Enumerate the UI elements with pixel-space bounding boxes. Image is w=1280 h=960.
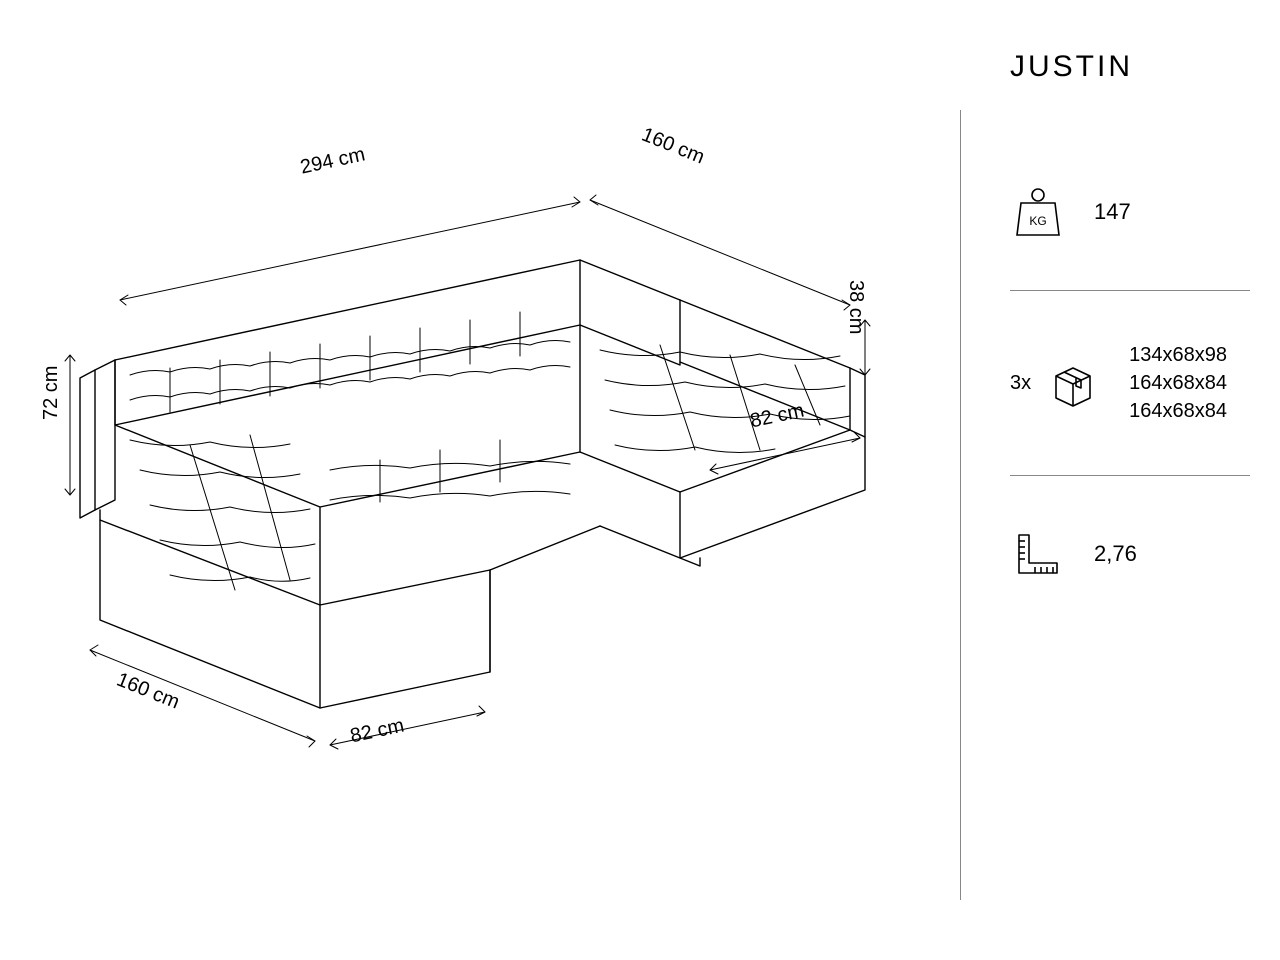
diagram-area: 72 cm 294 cm 160 cm 38 cm 82 cm 160 cm 8…	[0, 0, 960, 960]
dim-height-back: 72 cm	[40, 366, 63, 420]
weight-icon: KG	[1010, 184, 1066, 240]
spec-volume: 2,76	[1010, 516, 1250, 592]
package-dimensions: 134x68x98 164x68x84 164x68x84	[1129, 341, 1227, 425]
package-dim-3: 164x68x84	[1129, 397, 1227, 425]
page: 72 cm 294 cm 160 cm 38 cm 82 cm 160 cm 8…	[0, 0, 1280, 960]
box-icon	[1045, 355, 1101, 411]
spec-sidebar: JUSTIN KG 147 3x	[960, 0, 1280, 960]
package-qty: 3x	[1010, 372, 1031, 395]
weight-unit-label: KG	[1029, 214, 1046, 228]
sofa-schematic	[60, 150, 900, 770]
volume-value: 2,76	[1094, 539, 1137, 570]
ruler-icon	[1010, 526, 1066, 582]
divider	[1010, 290, 1250, 291]
divider	[1010, 475, 1250, 476]
spec-weight: KG 147	[1010, 174, 1250, 250]
package-dim-2: 164x68x84	[1129, 369, 1227, 397]
spec-packages: 3x 134x68x98 164x68x84 164x68x84	[1010, 331, 1250, 435]
product-title: JUSTIN	[1010, 50, 1250, 84]
weight-value: 147	[1094, 197, 1131, 228]
package-dim-1: 134x68x98	[1129, 341, 1227, 369]
dim-seat-height: 38 cm	[844, 280, 867, 334]
